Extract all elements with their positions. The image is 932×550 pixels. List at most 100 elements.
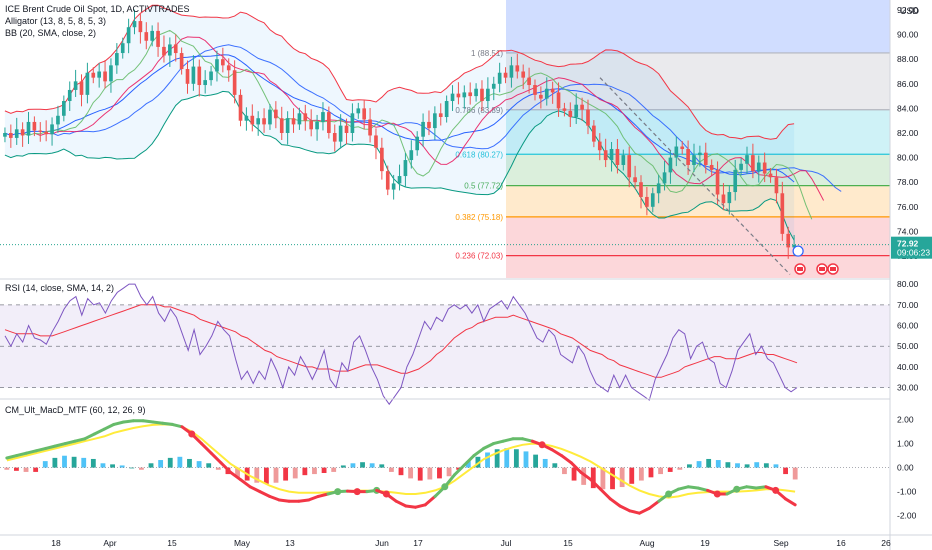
candle xyxy=(268,109,272,125)
rsi-legend: RSI (14, close, SMA, 14, 2) xyxy=(5,283,114,293)
macd-histogram-bar xyxy=(350,463,356,468)
rsi-pane[interactable] xyxy=(0,283,890,406)
candle xyxy=(67,89,72,102)
macd-histogram-bar xyxy=(119,465,125,468)
candle xyxy=(368,119,372,136)
macd-histogram-bar xyxy=(321,467,327,473)
candle xyxy=(221,59,225,66)
price-tick-label: 92.00 xyxy=(897,5,919,15)
fib-label: 1 (88.51) xyxy=(471,49,503,58)
fib-zone xyxy=(506,255,890,278)
candle xyxy=(103,71,107,82)
candle xyxy=(656,183,661,194)
macd-histogram-bar xyxy=(23,467,29,472)
macd-legend: CM_Ult_MacD_MTF (60, 12, 26, 9) xyxy=(5,405,146,415)
macd-histogram-bar xyxy=(302,467,308,476)
macd-line-segment xyxy=(618,504,632,513)
candle xyxy=(521,71,526,78)
candle xyxy=(721,194,726,204)
macd-line-segment xyxy=(63,439,77,446)
macd-histogram-bar xyxy=(167,457,173,468)
macd-histogram-bar xyxy=(33,467,39,472)
macd-line-segment xyxy=(307,494,320,502)
candle xyxy=(751,155,755,172)
macd-line-segment xyxy=(696,486,710,492)
macd-histogram-bar xyxy=(725,462,731,468)
macd-line-segment xyxy=(122,419,135,424)
candle xyxy=(32,121,37,131)
candle xyxy=(173,44,178,54)
bb-upper-line xyxy=(4,4,795,140)
candle xyxy=(586,109,590,126)
macd-histogram-bar xyxy=(369,463,375,468)
macd-histogram-bar xyxy=(196,461,202,468)
candle xyxy=(597,141,602,151)
macd-histogram-bar xyxy=(110,464,115,468)
fib-zone xyxy=(506,52,890,110)
macd-histogram-bar xyxy=(360,462,365,468)
macd-histogram-bar xyxy=(581,467,587,485)
macd-histogram-bar xyxy=(619,467,625,488)
macd-histogram-bar xyxy=(129,467,135,469)
candle xyxy=(91,72,96,78)
candle xyxy=(486,88,490,102)
macd-line-segment xyxy=(589,478,602,491)
macd-line-segment xyxy=(482,442,495,450)
macd-histogram-bar xyxy=(638,467,644,481)
macd-histogram-bar xyxy=(215,467,221,470)
candle xyxy=(450,93,455,102)
macd-line-segment xyxy=(560,454,573,465)
macd-line-segment xyxy=(209,451,223,465)
macd-histogram-bar xyxy=(263,467,269,484)
time-tick-label: 15 xyxy=(563,538,573,548)
alligator-line xyxy=(22,29,813,220)
macd-histogram-bar xyxy=(273,467,279,483)
price-tick-label: 90.00 xyxy=(897,30,919,40)
macd-line-segment xyxy=(472,446,486,458)
macd-histogram-bar xyxy=(465,461,471,468)
candle xyxy=(191,66,196,84)
macd-line-segment xyxy=(190,432,203,446)
candle xyxy=(533,85,537,95)
macd-line-segment xyxy=(219,461,233,474)
candle xyxy=(109,65,113,82)
macd-line-segment xyxy=(238,478,252,489)
candle xyxy=(745,155,749,164)
candle xyxy=(291,118,296,125)
macd-pane[interactable] xyxy=(0,419,890,515)
candle xyxy=(544,88,549,99)
candle xyxy=(215,59,219,72)
macd-histogram-bar xyxy=(523,451,529,468)
candle xyxy=(756,162,761,172)
macd-histogram-bar xyxy=(254,467,260,483)
candle xyxy=(698,152,702,156)
macd-line-segment xyxy=(647,499,661,510)
candle xyxy=(539,94,543,99)
alligator-line xyxy=(34,36,825,201)
macd-line-segment xyxy=(667,487,680,496)
price-tick-label: 76.00 xyxy=(897,202,919,212)
fib-zone xyxy=(506,0,890,53)
candle xyxy=(356,108,361,114)
macd-histogram-bar xyxy=(571,467,577,481)
macd-histogram-bar xyxy=(504,448,510,468)
candle xyxy=(768,173,773,178)
macd-histogram-bar xyxy=(600,467,606,490)
macd-line-segment xyxy=(170,422,184,429)
macd-line-segment xyxy=(161,421,174,426)
chart-title: ICE Brent Crude Oil Spot, 1D, ACTIVTRADE… xyxy=(5,4,190,14)
macd-line-segment xyxy=(569,461,583,474)
macd-histogram-bar xyxy=(398,467,404,476)
candle xyxy=(491,83,496,89)
candle xyxy=(580,104,584,110)
price-pane[interactable]: 1 (88.51) 0.786 (83.89) 0.618 (80.27) 0.5 (… xyxy=(0,0,890,278)
candle xyxy=(279,118,284,133)
macd-histogram-bar xyxy=(513,449,519,468)
candle xyxy=(85,72,90,95)
macd-histogram-bar xyxy=(292,467,298,479)
candle xyxy=(480,88,484,102)
candle xyxy=(527,77,531,86)
candle xyxy=(427,121,431,129)
